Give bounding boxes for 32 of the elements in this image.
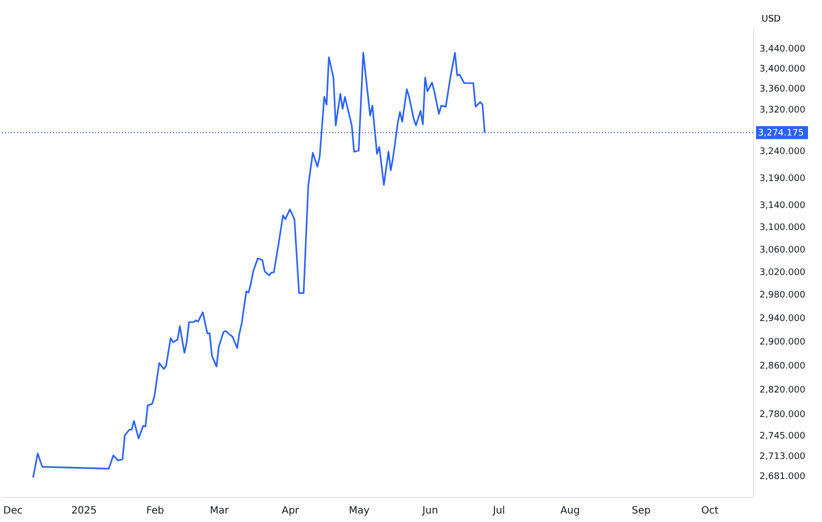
y-tick-label: 2,980.000: [760, 290, 806, 301]
y-tick-label: 3,240.000: [760, 147, 806, 158]
y-tick-label: 2,940.000: [760, 314, 806, 324]
y-tick-label: 2,745.000: [760, 432, 806, 442]
x-tick-label: Oct: [701, 506, 719, 516]
y-tick-label: 2,820.000: [760, 385, 806, 396]
x-tick-label: Aug: [560, 506, 580, 516]
x-tick-label: Jun: [421, 506, 438, 516]
x-tick-label: Dec: [3, 506, 23, 516]
x-tick-label: 2025: [71, 506, 97, 516]
x-tick-label: Apr: [282, 506, 300, 516]
y-axis-title: USD: [762, 14, 781, 24]
y-tick-label: 2,681.000: [760, 472, 806, 482]
y-tick-label: 3,320.000: [760, 105, 806, 116]
y-tick-label: 2,780.000: [760, 410, 806, 420]
y-tick-label: 2,860.000: [760, 361, 806, 372]
y-tick-label: 3,100.000: [760, 222, 806, 233]
y-tick-label: 3,060.000: [760, 245, 806, 256]
y-tick-label: 3,360.000: [760, 84, 806, 95]
x-tick-label: Jul: [492, 506, 506, 516]
x-tick-label: Mar: [210, 506, 230, 516]
y-tick-label: 3,400.000: [760, 64, 806, 74]
x-tick-label: Feb: [146, 506, 164, 516]
y-tick-label: 2,713.000: [760, 452, 806, 462]
y-tick-label: 3,440.000: [760, 44, 806, 54]
x-tick-label: Sep: [632, 506, 651, 516]
y-tick-label: 3,190.000: [760, 174, 806, 184]
ref-line-label: 3,274.175: [758, 128, 804, 139]
x-tick-label: May: [348, 506, 370, 516]
y-tick-label: 3,140.000: [760, 200, 806, 211]
y-tick-label: 2,900.000: [760, 337, 806, 348]
y-tick-label: 3,020.000: [760, 268, 806, 278]
